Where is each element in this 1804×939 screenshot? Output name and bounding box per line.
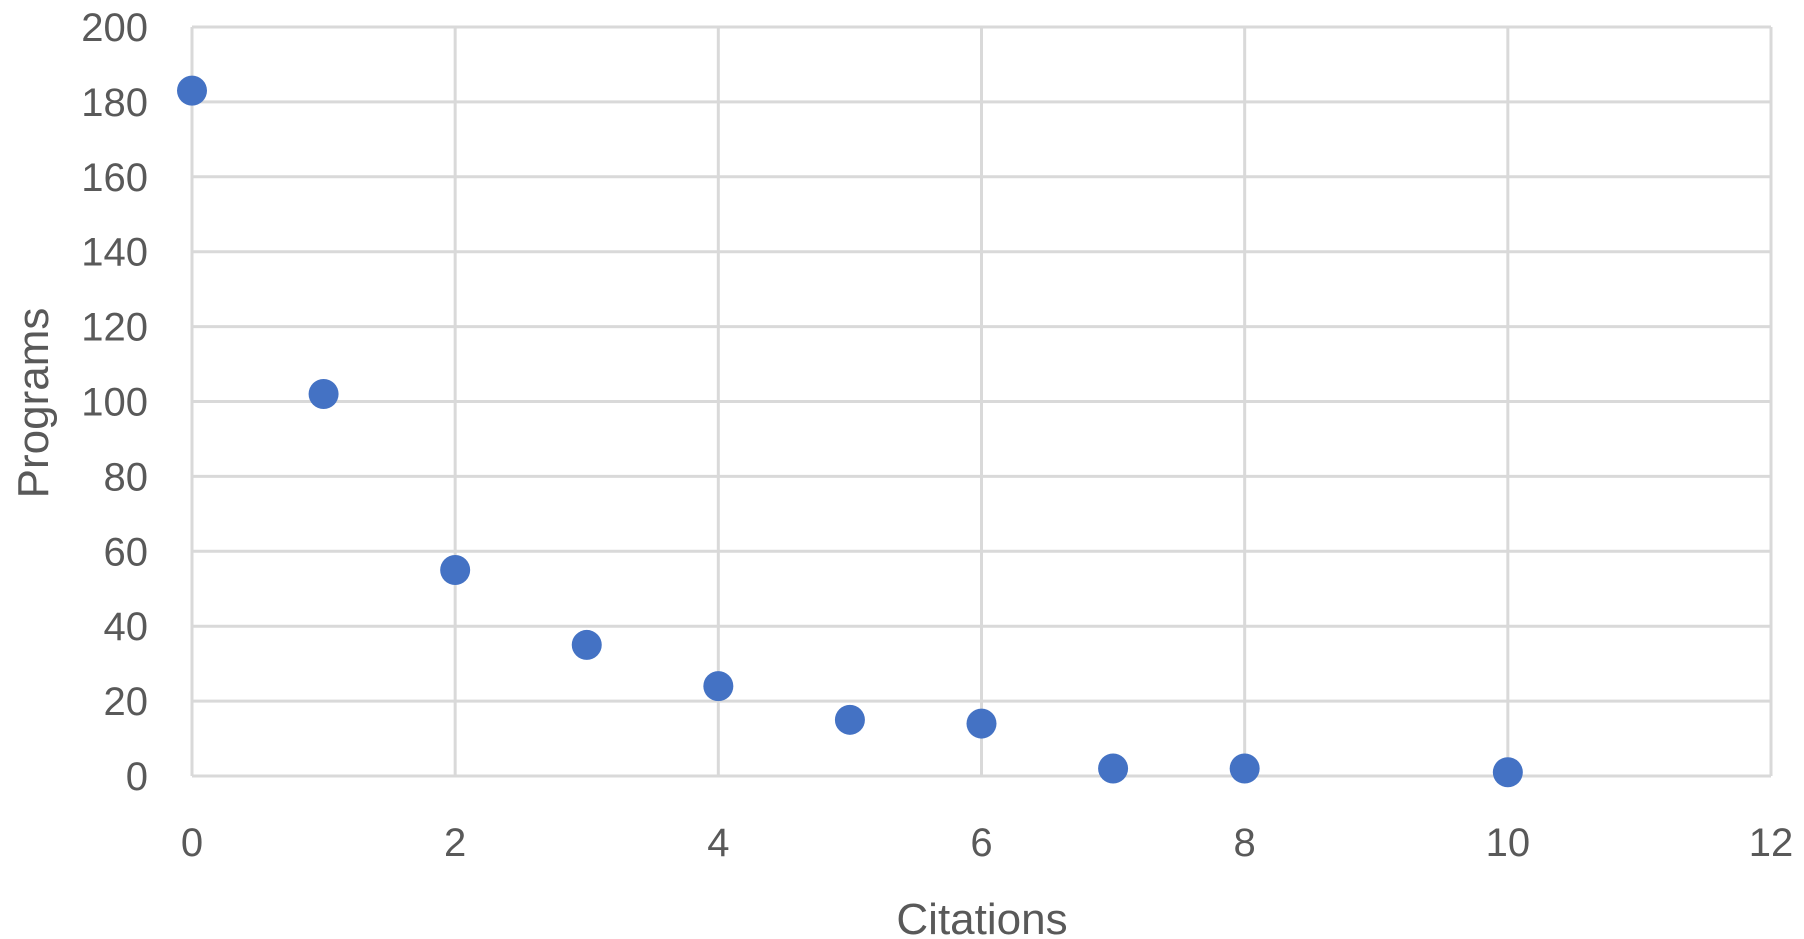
x-tick-label: 8: [1234, 821, 1256, 865]
x-tick-label: 0: [181, 821, 203, 865]
y-tick-label: 160: [81, 156, 148, 200]
y-tick-label: 40: [104, 605, 149, 649]
y-tick-label: 100: [81, 381, 148, 425]
y-tick-label: 60: [104, 530, 149, 574]
x-tick-label: 12: [1749, 821, 1794, 865]
x-axis-ticks: 0 2 4 6 8 10 12: [181, 821, 1793, 865]
data-point: [571, 629, 602, 660]
x-tick-label: 4: [707, 821, 729, 865]
y-tick-label: 200: [81, 6, 148, 50]
y-tick-label: 0: [126, 755, 148, 799]
y-tick-label: 80: [104, 455, 149, 499]
x-tick-label: 2: [444, 821, 466, 865]
data-point: [440, 555, 471, 586]
y-axis-ticks: 0 20 40 60 80 100 120 140 160 180 200: [81, 6, 148, 799]
data-point: [1229, 753, 1260, 784]
data-points: [177, 75, 1523, 788]
y-tick-label: 20: [104, 680, 149, 724]
data-point: [834, 704, 865, 735]
data-point: [1098, 753, 1129, 784]
y-tick-label: 180: [81, 81, 148, 125]
y-axis-title: Programs: [9, 308, 58, 499]
x-axis-title: Citations: [896, 895, 1067, 939]
data-point: [703, 671, 734, 702]
y-tick-label: 120: [81, 306, 148, 350]
data-point: [966, 708, 997, 739]
data-point: [308, 379, 339, 410]
x-tick-label: 6: [970, 821, 992, 865]
y-tick-label: 140: [81, 231, 148, 275]
x-tick-label: 10: [1486, 821, 1531, 865]
grid-lines: [190, 25, 1773, 778]
data-point: [1492, 757, 1523, 788]
data-point: [177, 75, 207, 106]
